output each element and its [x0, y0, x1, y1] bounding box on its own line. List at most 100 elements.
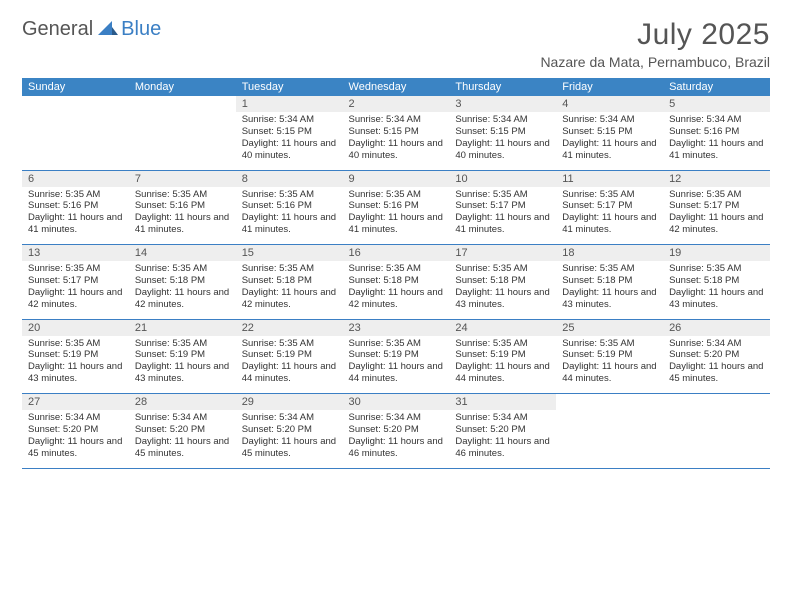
day-number: 25	[556, 320, 663, 336]
day-cell: 31Sunrise: 5:34 AMSunset: 5:20 PMDayligh…	[449, 394, 556, 469]
day-content: Sunrise: 5:35 AMSunset: 5:16 PMDaylight:…	[22, 187, 129, 245]
day-number: 11	[556, 171, 663, 187]
header-row: Sunday Monday Tuesday Wednesday Thursday…	[22, 78, 770, 96]
day-content: Sunrise: 5:34 AMSunset: 5:15 PMDaylight:…	[236, 112, 343, 170]
day-content: Sunrise: 5:35 AMSunset: 5:18 PMDaylight:…	[343, 261, 450, 319]
day-content: Sunrise: 5:34 AMSunset: 5:15 PMDaylight:…	[556, 112, 663, 170]
day-cell: 13Sunrise: 5:35 AMSunset: 5:17 PMDayligh…	[22, 245, 129, 320]
day-cell: 9Sunrise: 5:35 AMSunset: 5:16 PMDaylight…	[343, 170, 450, 245]
day-cell: 16Sunrise: 5:35 AMSunset: 5:18 PMDayligh…	[343, 245, 450, 320]
day-content: Sunrise: 5:35 AMSunset: 5:18 PMDaylight:…	[556, 261, 663, 319]
day-content: Sunrise: 5:35 AMSunset: 5:18 PMDaylight:…	[129, 261, 236, 319]
day-content: Sunrise: 5:35 AMSunset: 5:19 PMDaylight:…	[556, 336, 663, 394]
day-content: Sunrise: 5:35 AMSunset: 5:19 PMDaylight:…	[129, 336, 236, 394]
day-content: Sunrise: 5:35 AMSunset: 5:16 PMDaylight:…	[129, 187, 236, 245]
day-number: 12	[663, 171, 770, 187]
day-number: 26	[663, 320, 770, 336]
day-cell: 1Sunrise: 5:34 AMSunset: 5:15 PMDaylight…	[236, 96, 343, 170]
week-row: 13Sunrise: 5:35 AMSunset: 5:17 PMDayligh…	[22, 245, 770, 320]
day-content: Sunrise: 5:34 AMSunset: 5:20 PMDaylight:…	[343, 410, 450, 468]
day-cell: 11Sunrise: 5:35 AMSunset: 5:17 PMDayligh…	[556, 170, 663, 245]
day-cell: 24Sunrise: 5:35 AMSunset: 5:19 PMDayligh…	[449, 319, 556, 394]
day-content: Sunrise: 5:35 AMSunset: 5:19 PMDaylight:…	[343, 336, 450, 394]
day-number: 19	[663, 245, 770, 261]
col-friday: Friday	[556, 78, 663, 96]
day-content: Sunrise: 5:34 AMSunset: 5:20 PMDaylight:…	[449, 410, 556, 468]
day-content: Sunrise: 5:35 AMSunset: 5:17 PMDaylight:…	[449, 187, 556, 245]
col-wednesday: Wednesday	[343, 78, 450, 96]
day-number: 13	[22, 245, 129, 261]
logo-text-blue: Blue	[121, 18, 161, 41]
day-number: 31	[449, 394, 556, 410]
day-cell: 8Sunrise: 5:35 AMSunset: 5:16 PMDaylight…	[236, 170, 343, 245]
day-number: 27	[22, 394, 129, 410]
day-cell: 7Sunrise: 5:35 AMSunset: 5:16 PMDaylight…	[129, 170, 236, 245]
col-sunday: Sunday	[22, 78, 129, 96]
day-cell: 12Sunrise: 5:35 AMSunset: 5:17 PMDayligh…	[663, 170, 770, 245]
day-cell: 3Sunrise: 5:34 AMSunset: 5:15 PMDaylight…	[449, 96, 556, 170]
header: General Blue July 2025 Nazare da Mata, P…	[22, 18, 770, 70]
day-number: 9	[343, 171, 450, 187]
day-cell: 21Sunrise: 5:35 AMSunset: 5:19 PMDayligh…	[129, 319, 236, 394]
day-cell: 29Sunrise: 5:34 AMSunset: 5:20 PMDayligh…	[236, 394, 343, 469]
day-content: Sunrise: 5:34 AMSunset: 5:20 PMDaylight:…	[129, 410, 236, 468]
location: Nazare da Mata, Pernambuco, Brazil	[540, 54, 770, 70]
day-cell: 22Sunrise: 5:35 AMSunset: 5:19 PMDayligh…	[236, 319, 343, 394]
day-content: Sunrise: 5:35 AMSunset: 5:17 PMDaylight:…	[556, 187, 663, 245]
day-number: 28	[129, 394, 236, 410]
calendar-table: Sunday Monday Tuesday Wednesday Thursday…	[22, 78, 770, 469]
day-number: 7	[129, 171, 236, 187]
day-number: 10	[449, 171, 556, 187]
day-number: 14	[129, 245, 236, 261]
day-number: 24	[449, 320, 556, 336]
day-content: Sunrise: 5:34 AMSunset: 5:15 PMDaylight:…	[343, 112, 450, 170]
day-content: Sunrise: 5:34 AMSunset: 5:20 PMDaylight:…	[22, 410, 129, 468]
col-thursday: Thursday	[449, 78, 556, 96]
title-block: July 2025 Nazare da Mata, Pernambuco, Br…	[540, 18, 770, 70]
day-cell	[22, 96, 129, 170]
day-content: Sunrise: 5:35 AMSunset: 5:18 PMDaylight:…	[663, 261, 770, 319]
day-number: 2	[343, 96, 450, 112]
day-number: 29	[236, 394, 343, 410]
day-number: 4	[556, 96, 663, 112]
day-number: 5	[663, 96, 770, 112]
day-number: 22	[236, 320, 343, 336]
day-cell	[129, 96, 236, 170]
day-cell	[556, 394, 663, 469]
day-cell: 30Sunrise: 5:34 AMSunset: 5:20 PMDayligh…	[343, 394, 450, 469]
week-row: 20Sunrise: 5:35 AMSunset: 5:19 PMDayligh…	[22, 319, 770, 394]
day-number: 8	[236, 171, 343, 187]
day-cell: 28Sunrise: 5:34 AMSunset: 5:20 PMDayligh…	[129, 394, 236, 469]
day-cell: 6Sunrise: 5:35 AMSunset: 5:16 PMDaylight…	[22, 170, 129, 245]
day-cell: 27Sunrise: 5:34 AMSunset: 5:20 PMDayligh…	[22, 394, 129, 469]
day-number: 23	[343, 320, 450, 336]
week-row: 27Sunrise: 5:34 AMSunset: 5:20 PMDayligh…	[22, 394, 770, 469]
col-saturday: Saturday	[663, 78, 770, 96]
day-content: Sunrise: 5:35 AMSunset: 5:19 PMDaylight:…	[236, 336, 343, 394]
day-number: 15	[236, 245, 343, 261]
day-number: 18	[556, 245, 663, 261]
day-content: Sunrise: 5:34 AMSunset: 5:16 PMDaylight:…	[663, 112, 770, 170]
day-content: Sunrise: 5:34 AMSunset: 5:15 PMDaylight:…	[449, 112, 556, 170]
day-content: Sunrise: 5:34 AMSunset: 5:20 PMDaylight:…	[236, 410, 343, 468]
day-cell: 4Sunrise: 5:34 AMSunset: 5:15 PMDaylight…	[556, 96, 663, 170]
logo: General Blue	[22, 18, 161, 41]
day-cell: 2Sunrise: 5:34 AMSunset: 5:15 PMDaylight…	[343, 96, 450, 170]
day-content: Sunrise: 5:34 AMSunset: 5:20 PMDaylight:…	[663, 336, 770, 394]
day-cell: 14Sunrise: 5:35 AMSunset: 5:18 PMDayligh…	[129, 245, 236, 320]
day-cell: 5Sunrise: 5:34 AMSunset: 5:16 PMDaylight…	[663, 96, 770, 170]
week-row: 1Sunrise: 5:34 AMSunset: 5:15 PMDaylight…	[22, 96, 770, 170]
day-cell: 15Sunrise: 5:35 AMSunset: 5:18 PMDayligh…	[236, 245, 343, 320]
day-cell: 17Sunrise: 5:35 AMSunset: 5:18 PMDayligh…	[449, 245, 556, 320]
day-cell: 18Sunrise: 5:35 AMSunset: 5:18 PMDayligh…	[556, 245, 663, 320]
day-cell: 19Sunrise: 5:35 AMSunset: 5:18 PMDayligh…	[663, 245, 770, 320]
day-cell: 26Sunrise: 5:34 AMSunset: 5:20 PMDayligh…	[663, 319, 770, 394]
day-number: 30	[343, 394, 450, 410]
logo-mark-icon	[98, 19, 118, 40]
day-number: 17	[449, 245, 556, 261]
day-content: Sunrise: 5:35 AMSunset: 5:18 PMDaylight:…	[449, 261, 556, 319]
day-cell: 23Sunrise: 5:35 AMSunset: 5:19 PMDayligh…	[343, 319, 450, 394]
day-number: 3	[449, 96, 556, 112]
day-content: Sunrise: 5:35 AMSunset: 5:19 PMDaylight:…	[22, 336, 129, 394]
day-number: 1	[236, 96, 343, 112]
